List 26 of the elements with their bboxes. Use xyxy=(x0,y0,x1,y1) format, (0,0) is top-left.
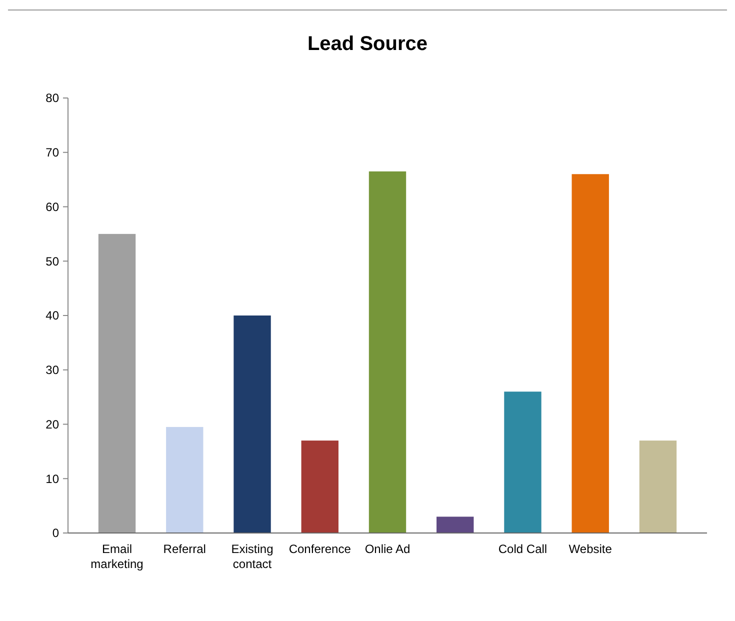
bar xyxy=(504,392,542,533)
y-tick-label: 40 xyxy=(46,308,60,323)
x-tick-label: Cold Call xyxy=(498,542,548,556)
y-tick-label: 30 xyxy=(46,363,60,378)
x-tick-label: Conference xyxy=(288,542,352,556)
y-tick-label: 50 xyxy=(46,254,60,268)
y-tick-label: 80 xyxy=(46,91,60,106)
bar xyxy=(98,234,136,533)
y-tick-label: 20 xyxy=(46,417,60,432)
x-tick-label: Website xyxy=(568,542,612,556)
bar xyxy=(234,316,271,533)
x-tick-label: Referral xyxy=(163,542,206,556)
bar xyxy=(436,516,474,533)
y-tick-label: 70 xyxy=(46,146,60,160)
y-tick-label: 10 xyxy=(46,472,60,486)
x-tick-label: Existing contact xyxy=(231,542,274,571)
x-tick-label: Email marketing xyxy=(90,542,144,571)
y-tick-label: 0 xyxy=(52,526,60,540)
y-tick-label: 60 xyxy=(46,200,60,214)
bar xyxy=(572,174,609,533)
bar xyxy=(166,426,204,533)
bar xyxy=(368,171,406,533)
chart-title: Lead Source xyxy=(307,33,428,55)
x-tick-label: Onlie Ad xyxy=(364,542,410,556)
bar xyxy=(301,440,338,533)
bar xyxy=(639,440,677,533)
